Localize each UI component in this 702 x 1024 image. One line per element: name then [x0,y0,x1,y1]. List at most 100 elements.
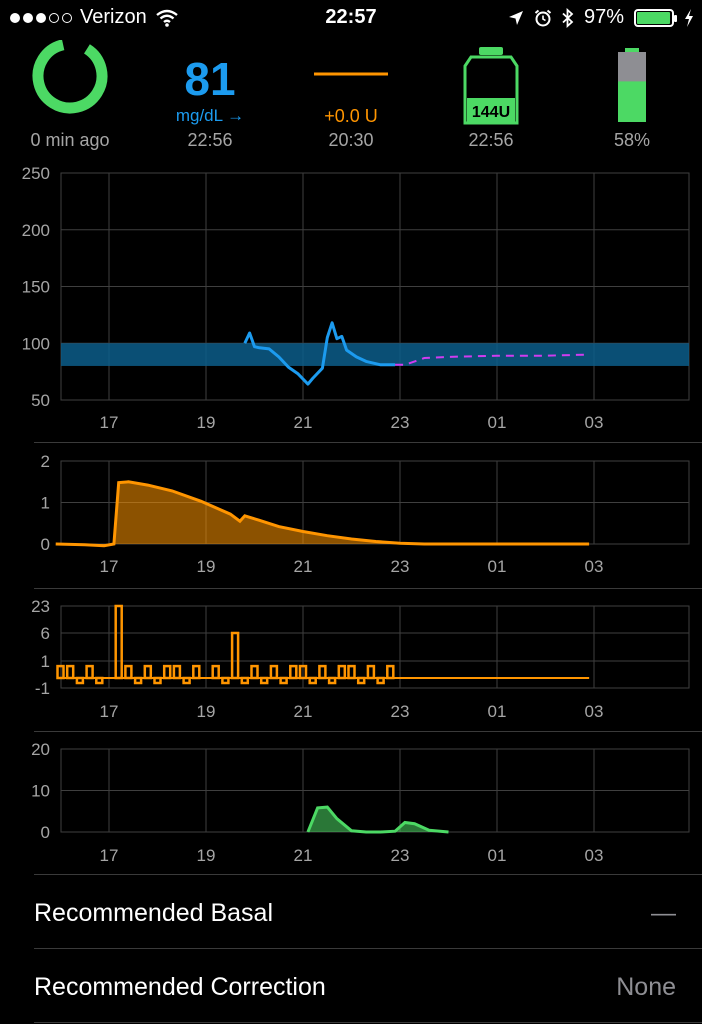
x-tick-label: 19 [197,413,216,432]
x-tick-label: 17 [100,557,119,576]
carbs-on-board-chart[interactable]: 20 10 0 17 19 21 23 01 03 [0,735,702,871]
delivery-bar [192,664,201,680]
x-tick-label: 23 [391,846,410,865]
y-tick-label: 200 [22,221,50,240]
bluetooth-icon [562,7,574,28]
carrier-name: Verizon [80,6,147,28]
insulin-on-board-chart[interactable]: 2 1 0 17 19 21 23 01 03 [0,446,702,586]
cob-line [306,805,449,834]
wifi-icon [155,9,178,27]
x-tick-label: 03 [585,413,604,432]
reservoir[interactable]: 144U 22:56 [421,40,561,150]
delivery-bar [289,664,298,680]
recommended-correction-row[interactable]: Recommended Correction None [34,950,676,1024]
delivery-bar [230,631,240,680]
delivery-bar [182,676,191,685]
reservoir-time: 22:56 [468,130,514,150]
reservoir-value: 144U [472,104,510,121]
y-tick-label: 50 [31,391,50,410]
signal-strength-icon [10,12,72,23]
charging-bolt-icon [685,8,693,27]
x-tick-label: 17 [100,846,119,865]
loop-last-run: 0 min ago [30,130,110,150]
x-tick-label: 19 [197,557,216,576]
glucose-value: 81 [184,53,236,105]
basal-time: 20:30 [328,130,374,150]
phone-battery-icon [634,8,677,27]
cob-area [307,807,449,832]
delivery-bar [114,604,123,680]
delivery-bar [172,664,182,680]
delivery-bar [56,664,65,680]
delivery-bar [211,664,220,680]
loop-ring-icon [32,38,108,114]
y-tick-label: 10 [31,782,50,801]
x-tick-label: 23 [391,413,410,432]
glucose-unit-trend: mg/dL → [175,106,245,125]
delivery-bar [269,664,279,680]
delivery-bar [133,676,143,685]
delivery-bar [259,676,269,685]
y-tick-label: 20 [31,740,50,759]
x-tick-label: 19 [197,702,216,721]
recommended-correction-label: Recommended Correction [34,972,326,1001]
delivery-bar [337,664,347,680]
basal-value: +0.0 U [324,106,378,126]
pump-battery[interactable]: 58% [562,40,702,150]
delivery-bar [386,664,395,680]
delivery-bar [347,664,356,680]
y-tick-label: 150 [22,278,50,297]
glucose-chart[interactable]: 250 200 150 100 50 17 19 21 23 01 03 [0,160,702,440]
y-tick-label: 2 [41,452,50,471]
basal-rate[interactable]: +0.0 U 20:30 [281,40,421,150]
x-tick-label: 23 [391,557,410,576]
glucose-line [243,321,396,386]
chart-divider [34,874,702,875]
recommended-basal-row[interactable]: Recommended Basal — [34,876,676,950]
delivery-bar [376,676,385,685]
status-bar: Verizon 22:57 97% [0,0,702,36]
x-tick-label: 01 [488,846,507,865]
location-arrow-icon [508,10,523,25]
basal-line-icon [314,72,388,76]
target-range-band [61,343,689,366]
battery-percent: 97% [583,6,624,28]
delivery-bar [327,676,337,685]
x-tick-label: 23 [391,702,410,721]
iob-line [55,480,590,548]
delivery-bar [124,664,133,680]
clock: 22:57 [325,6,377,28]
delivery-bar [85,664,94,680]
delivery-bar [95,676,104,685]
y-tick-label: -1 [35,679,50,698]
recommended-basal-label: Recommended Basal [34,898,274,927]
loop-status[interactable]: 0 min ago [0,38,140,150]
delivery-bar [240,676,250,685]
insulin-delivery-chart[interactable]: 23 6 1 -1 17 19 21 23 01 03 [0,592,702,728]
row-divider [34,948,702,949]
x-tick-label: 21 [294,702,313,721]
chart-divider [34,731,702,732]
delivery-bar [143,664,153,680]
delivery-bar [279,676,288,685]
status-icons: 97% [508,6,694,29]
y-tick-label: 0 [41,823,50,842]
delivery-bar [75,676,85,685]
y-tick-label: 0 [41,535,50,554]
recommended-correction-value: None [616,972,676,1001]
x-tick-label: 01 [488,702,507,721]
x-tick-label: 01 [488,413,507,432]
delivery-bar [356,676,366,685]
carrier-area: Verizon [10,6,179,29]
delivery-bar [318,664,327,680]
chart-divider [34,588,702,589]
x-tick-label: 19 [197,846,216,865]
delivery-bar [153,676,162,685]
y-tick-label: 250 [22,164,50,183]
x-tick-label: 03 [585,846,604,865]
delivery-bar [308,676,317,685]
reservoir-icon: 144U [463,47,519,125]
pump-battery-icon [618,48,646,122]
delivery-bar [250,664,259,680]
y-tick-label: 1 [41,494,50,513]
